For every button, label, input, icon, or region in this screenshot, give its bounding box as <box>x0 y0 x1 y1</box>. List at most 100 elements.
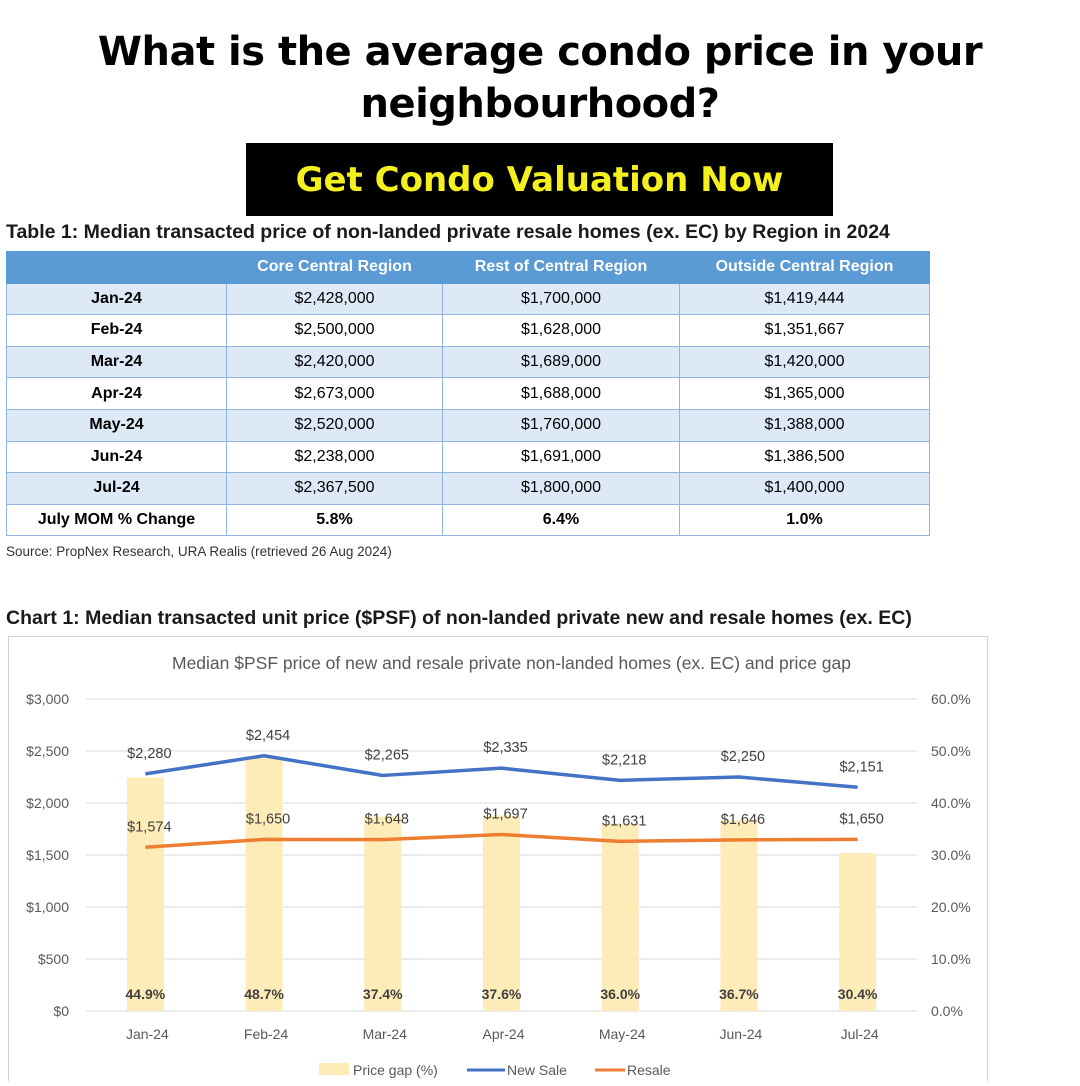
table-title: Table 1: Median transacted price of non-… <box>6 221 890 243</box>
y-tick-label: $1,500 <box>26 847 69 863</box>
chart-container: Median $PSF price of new and resale priv… <box>8 636 988 1081</box>
chart-title: Chart 1: Median transacted unit price ($… <box>6 607 912 629</box>
price-cell: $1,386,500 <box>679 440 930 474</box>
price-cell: $1,800,000 <box>442 472 680 505</box>
y2-tick-label: 0.0% <box>931 1003 963 1019</box>
price-gap-bar <box>483 815 520 1011</box>
resale-data-label: $1,648 <box>365 812 409 828</box>
price-gap-label: 36.7% <box>719 986 759 1002</box>
price-gap-label: 48.7% <box>244 986 284 1002</box>
new-sale-data-label: $2,280 <box>127 746 171 762</box>
header-cell: Core Central Region <box>226 251 443 284</box>
price-cell: $1,689,000 <box>442 345 680 379</box>
resale-data-label: $1,650 <box>246 811 290 827</box>
table-row: Jun-24 $2,238,000 $1,691,000 $1,386,500 <box>6 440 930 474</box>
combo-chart: Median $PSF price of new and resale priv… <box>26 653 971 1078</box>
new-sale-data-label: $2,250 <box>721 749 765 765</box>
legend-label-resale: Resale <box>627 1062 671 1078</box>
price-gap-label: 37.4% <box>363 986 403 1002</box>
y-tick-label: $0 <box>53 1003 69 1019</box>
row-month: Jun-24 <box>6 440 227 474</box>
new-sale-data-label: $2,151 <box>839 759 883 775</box>
x-tick-label: Mar-24 <box>363 1026 408 1042</box>
row-month: Jan-24 <box>6 282 227 316</box>
mom-value: 5.8% <box>226 503 443 537</box>
table-row: Apr-24 $2,673,000 $1,688,000 $1,365,000 <box>6 377 930 410</box>
price-cell: $1,388,000 <box>679 408 930 442</box>
headline: What is the average condo price in your … <box>97 29 983 127</box>
price-gap-label: 37.6% <box>482 986 522 1002</box>
y2-tick-label: 40.0% <box>931 795 971 811</box>
resale-data-label: $1,574 <box>127 819 171 835</box>
row-month: Mar-24 <box>6 345 227 379</box>
row-month: Jul-24 <box>6 472 227 505</box>
x-tick-label: Jun-24 <box>720 1026 763 1042</box>
y-tick-label: $2,500 <box>26 743 69 759</box>
new-sale-data-label: $2,335 <box>483 740 527 756</box>
new-sale-data-label: $2,265 <box>365 747 409 763</box>
price-cell: $2,520,000 <box>226 408 443 442</box>
chart-inner-title: Median $PSF price of new and resale priv… <box>172 653 851 673</box>
x-tick-label: Jul-24 <box>841 1026 879 1042</box>
y2-tick-label: 50.0% <box>931 743 971 759</box>
y-tick-label: $500 <box>38 951 69 967</box>
y-tick-label: $3,000 <box>26 691 69 707</box>
get-valuation-button[interactable]: Get Condo Valuation Now <box>246 143 833 216</box>
legend-label-new-sale: New Sale <box>507 1062 567 1078</box>
resale-line <box>145 832 858 850</box>
price-gap-label: 30.4% <box>838 986 878 1002</box>
price-gap-bar <box>126 777 164 1011</box>
table-header-row: Core Central Region Rest of Central Regi… <box>6 251 930 284</box>
mom-value: 1.0% <box>679 503 930 537</box>
table-source: Source: PropNex Research, URA Realis (re… <box>6 544 392 559</box>
price-gap-bar <box>245 757 283 1011</box>
price-cell: $2,238,000 <box>226 440 443 474</box>
new-sale-data-label: $2,454 <box>246 728 290 744</box>
price-cell: $1,419,444 <box>679 282 930 316</box>
x-tick-label: Jan-24 <box>126 1026 169 1042</box>
new-sale-line <box>145 754 858 790</box>
legend-swatch-price-gap <box>319 1063 349 1075</box>
price-cell: $2,500,000 <box>226 314 443 347</box>
price-table: Core Central Region Rest of Central Regi… <box>6 251 930 537</box>
table-row: Feb-24 $2,500,000 $1,628,000 $1,351,667 <box>6 314 930 347</box>
header-cell: Rest of Central Region <box>442 251 680 284</box>
price-cell: $1,760,000 <box>442 408 680 442</box>
price-cell: $2,420,000 <box>226 345 443 379</box>
price-gap-bar <box>601 823 639 1011</box>
price-cell: $1,365,000 <box>679 377 930 410</box>
resale-data-label: $1,650 <box>839 811 883 827</box>
y2-tick-label: 30.0% <box>931 847 971 863</box>
price-gap-label: 36.0% <box>600 986 640 1002</box>
mom-change-row: July MOM % Change 5.8% 6.4% 1.0% <box>6 503 930 537</box>
header-cell: Outside Central Region <box>679 251 930 284</box>
y2-tick-label: 10.0% <box>931 951 971 967</box>
price-cell: $1,700,000 <box>442 282 680 316</box>
price-gap-bar <box>720 820 758 1011</box>
price-gap-label: 44.9% <box>126 986 166 1002</box>
y2-tick-label: 20.0% <box>931 899 971 915</box>
header-cell <box>6 251 227 284</box>
x-tick-label: Apr-24 <box>482 1026 524 1042</box>
y-tick-label: $1,000 <box>26 899 69 915</box>
row-month: May-24 <box>6 408 227 442</box>
price-gap-bar <box>839 852 877 1011</box>
table-row: Jul-24 $2,367,500 $1,800,000 $1,400,000 <box>6 472 930 505</box>
price-cell: $1,628,000 <box>442 314 680 347</box>
table-row: May-24 $2,520,000 $1,760,000 $1,388,000 <box>6 408 930 442</box>
price-cell: $1,351,667 <box>679 314 930 347</box>
price-cell: $1,691,000 <box>442 440 680 474</box>
resale-data-label: $1,697 <box>483 807 527 823</box>
new-sale-data-label: $2,218 <box>602 752 646 768</box>
price-cell: $2,367,500 <box>226 472 443 505</box>
mom-label: July MOM % Change <box>6 503 227 537</box>
price-gap-bar <box>364 816 402 1011</box>
resale-data-label: $1,646 <box>721 812 765 828</box>
x-tick-label: Feb-24 <box>244 1026 289 1042</box>
price-cell: $1,400,000 <box>679 472 930 505</box>
row-month: Feb-24 <box>6 314 227 347</box>
table-row: Jan-24 $2,428,000 $1,700,000 $1,419,444 <box>6 282 930 316</box>
price-cell: $2,673,000 <box>226 377 443 410</box>
y2-tick-label: 60.0% <box>931 691 971 707</box>
y-tick-label: $2,000 <box>26 795 69 811</box>
